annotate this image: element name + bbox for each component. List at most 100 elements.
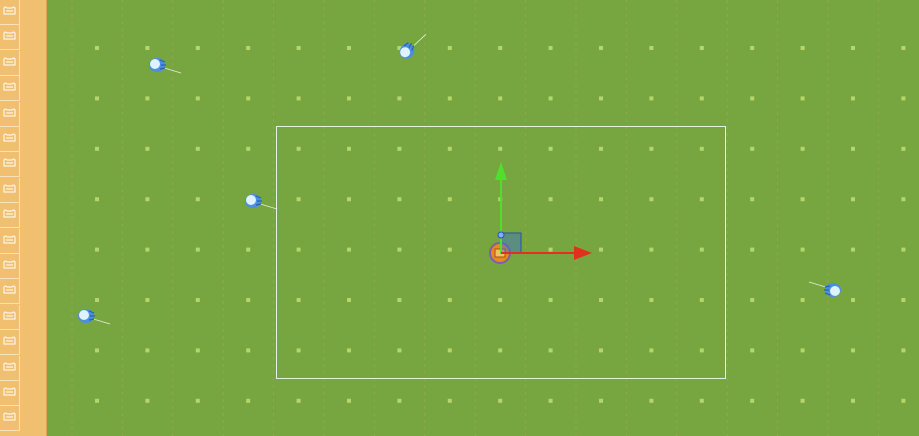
grid-dot (549, 248, 553, 252)
grid-dot (498, 147, 502, 151)
grid-dot (297, 46, 301, 50)
grid-dot (196, 96, 200, 100)
grid-dot (700, 348, 704, 352)
grid-dot (750, 298, 754, 302)
grid-dot (448, 147, 452, 151)
grid-dot (246, 399, 250, 403)
y-arrow-icon[interactable] (495, 162, 507, 180)
grid-dot (196, 197, 200, 201)
grid-dot (549, 399, 553, 403)
grid-dot (347, 298, 351, 302)
grid-dot (750, 46, 754, 50)
grid-dot (700, 147, 704, 151)
grid-dot (901, 197, 905, 201)
grid-dot (750, 147, 754, 151)
grid-dot (297, 197, 301, 201)
grid-dot (649, 298, 653, 302)
grid-dot (750, 248, 754, 252)
grid-dot (347, 46, 351, 50)
grid-dot (95, 96, 99, 100)
grid-dot (851, 399, 855, 403)
grid-dot (397, 399, 401, 403)
jellyfish-icon[interactable] (245, 194, 277, 209)
grid-dot (448, 399, 452, 403)
grid-dot (599, 248, 603, 252)
grid-dot (649, 147, 653, 151)
grid-dot (246, 147, 250, 151)
grid-dot (95, 399, 99, 403)
grid-dot (649, 46, 653, 50)
grid-dot (196, 348, 200, 352)
grid-dot (145, 248, 149, 252)
grid-dot (397, 298, 401, 302)
grid-dot (801, 96, 805, 100)
grid-dot (901, 248, 905, 252)
grid-dot (145, 147, 149, 151)
grid-dot (851, 46, 855, 50)
grid-dot (549, 298, 553, 302)
grid-dot (851, 96, 855, 100)
grid-dot (246, 348, 250, 352)
grid-dot (649, 197, 653, 201)
grid-dot (801, 348, 805, 352)
grid-dot (95, 348, 99, 352)
grid-dot (448, 96, 452, 100)
grid-dot (246, 298, 250, 302)
grid-dot (649, 96, 653, 100)
grid-dot (801, 197, 805, 201)
jellyfish-icon[interactable] (397, 27, 426, 62)
grid-dot (397, 197, 401, 201)
grid-dot (145, 399, 149, 403)
grid-dot (700, 46, 704, 50)
grid-dot (750, 96, 754, 100)
grid-dot (599, 298, 603, 302)
grid-dot (246, 96, 250, 100)
gizmo-center[interactable] (498, 232, 504, 238)
grid-dot (145, 197, 149, 201)
grid-dot (297, 147, 301, 151)
grid-dot (498, 298, 502, 302)
jellyfish-icon[interactable] (809, 282, 841, 297)
transform-gizmo[interactable] (495, 162, 592, 260)
grid-dot (498, 96, 502, 100)
grid-dot (599, 197, 603, 201)
x-arrow-icon[interactable] (574, 246, 592, 260)
grid-dot (448, 197, 452, 201)
grid-dot (851, 248, 855, 252)
grid-dot (347, 197, 351, 201)
grid-dot (196, 399, 200, 403)
grid-dot (901, 147, 905, 151)
grid-dot (347, 348, 351, 352)
grid-dot (901, 96, 905, 100)
grid-dot (549, 348, 553, 352)
grid-dot (145, 96, 149, 100)
grid-dot (297, 248, 301, 252)
jellyfish-icon[interactable] (149, 58, 181, 73)
grid-dot (700, 197, 704, 201)
grid-dot (649, 399, 653, 403)
jellyfish-icon[interactable] (78, 309, 110, 324)
grid-dot (498, 46, 502, 50)
grid-dot (599, 348, 603, 352)
grid-dot (196, 147, 200, 151)
grid-dot (801, 46, 805, 50)
grid-dot (801, 298, 805, 302)
grid-dot (599, 399, 603, 403)
grid-dot (750, 197, 754, 201)
grid-dot (851, 298, 855, 302)
grid-dot (649, 348, 653, 352)
grid-dot (448, 348, 452, 352)
grid-lines (72, 0, 878, 436)
grid-dot (801, 248, 805, 252)
grid-dot (801, 147, 805, 151)
grid-dot (549, 96, 553, 100)
grid-dot (196, 248, 200, 252)
grid-dot (397, 96, 401, 100)
grid-dot (901, 399, 905, 403)
grid-dot (498, 399, 502, 403)
grid-dot (95, 248, 99, 252)
grid-dot (347, 96, 351, 100)
grid-dot (397, 147, 401, 151)
grid-dot (347, 147, 351, 151)
